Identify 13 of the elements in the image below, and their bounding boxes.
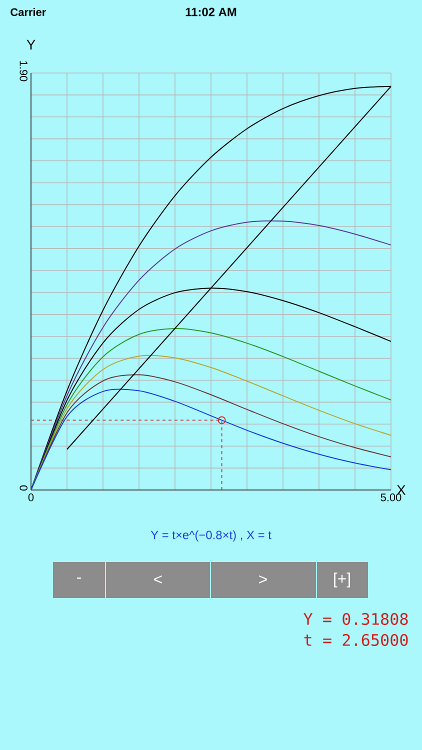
x-axis-title: X bbox=[396, 485, 406, 495]
text: > bbox=[259, 575, 267, 584]
text: t = 2.65000 bbox=[304, 634, 408, 646]
text: Y = t×e^(−0.8×t) , X = t bbox=[150, 530, 272, 542]
text: < bbox=[154, 575, 162, 584]
text: [+] bbox=[334, 572, 350, 588]
text: Carrier bbox=[10, 8, 46, 16]
y-tick-label: 1.90 bbox=[20, 61, 28, 82]
y-axis-title: Y bbox=[26, 40, 36, 50]
text: 11:02 AM bbox=[186, 8, 236, 16]
x-tick-label: 5.00 bbox=[380, 494, 402, 502]
text: Y = 0.31808 bbox=[304, 612, 408, 626]
text: - bbox=[77, 578, 81, 579]
